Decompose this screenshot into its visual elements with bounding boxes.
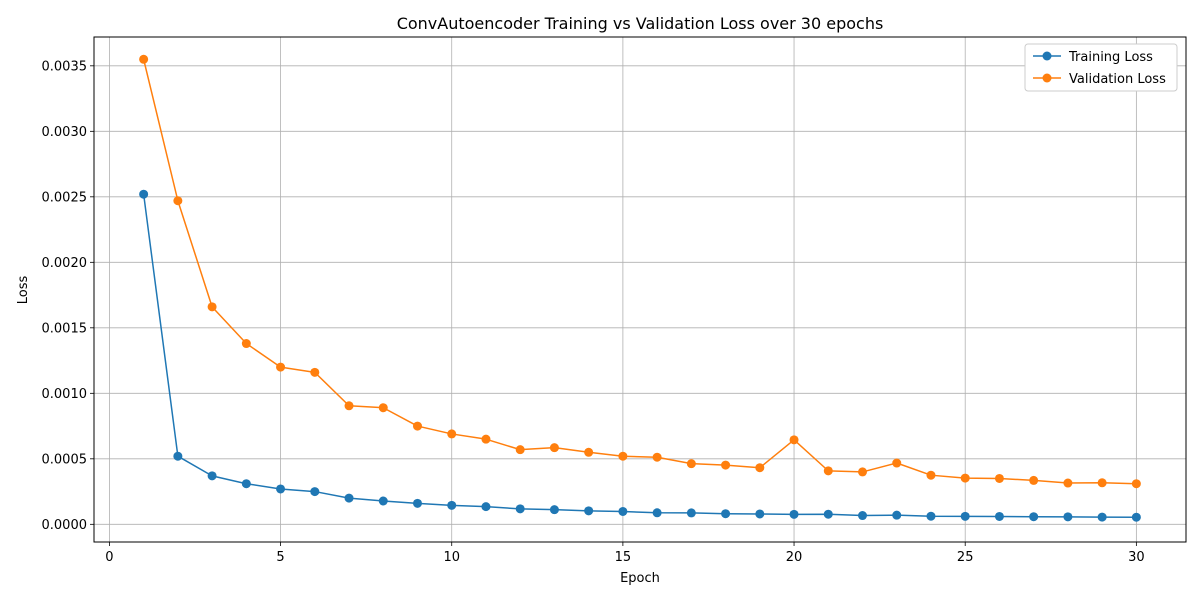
validation-loss-point [960, 473, 970, 483]
x-tick-label: 15 [615, 550, 632, 565]
plot-frame [93, 36, 1187, 543]
y-tick-label: 0.0025 [42, 190, 88, 205]
training-loss-point [926, 511, 936, 521]
legend-marker-training [1042, 51, 1052, 61]
validation-loss-point [994, 473, 1004, 483]
training-loss-point [310, 487, 320, 497]
training-loss-point [1131, 512, 1141, 522]
training-loss-point [515, 504, 525, 514]
training-loss-point [686, 508, 696, 518]
training-loss-point [1097, 512, 1107, 522]
legend: Training Loss Validation Loss [1024, 43, 1178, 92]
training-loss-point [207, 471, 217, 481]
training-loss-point [1029, 512, 1039, 522]
validation-loss-point [858, 467, 868, 477]
y-tick-label: 0.0015 [42, 321, 88, 336]
validation-loss-point [926, 470, 936, 480]
validation-loss-point [549, 443, 559, 453]
training-loss-point [721, 509, 731, 519]
validation-loss-point [584, 447, 594, 457]
series-layer [139, 54, 1141, 522]
validation-loss-point [686, 459, 696, 469]
validation-loss-point [1097, 478, 1107, 488]
validation-loss-point [276, 362, 286, 372]
y-tick-label: 0.0030 [42, 125, 88, 140]
x-tick-label: 30 [1128, 550, 1145, 565]
validation-loss-point [1029, 475, 1039, 485]
validation-loss-point [789, 435, 799, 445]
x-tick-label: 5 [276, 550, 284, 565]
training-loss-point [994, 511, 1004, 521]
validation-loss-point [721, 460, 731, 470]
validation-loss-point [652, 452, 662, 462]
training-loss-point [549, 505, 559, 515]
x-axis-title: Epoch [620, 571, 660, 586]
x-tick-label: 10 [443, 550, 460, 565]
validation-loss-point [412, 421, 422, 431]
training-loss-point [823, 509, 833, 519]
training-loss-point [447, 500, 457, 510]
training-loss-line [142, 194, 1137, 518]
validation-loss-point [173, 196, 183, 206]
grid [94, 37, 1186, 542]
y-tick-label: 0.0000 [42, 518, 88, 533]
validation-loss-line [142, 59, 1137, 485]
x-tick-label: 0 [105, 550, 113, 565]
validation-loss-point [241, 339, 251, 349]
training-loss-point [412, 498, 422, 508]
validation-loss-point [378, 403, 388, 413]
validation-loss-point [515, 445, 525, 455]
training-loss-point [1063, 512, 1073, 522]
validation-loss-point [618, 451, 628, 461]
training-loss-point [173, 451, 183, 461]
validation-loss-point [823, 466, 833, 476]
validation-loss-point [447, 429, 457, 439]
training-loss-point [789, 509, 799, 519]
training-loss-point [652, 508, 662, 518]
validation-loss-point [892, 458, 902, 468]
y-tick-label: 0.0035 [42, 59, 88, 74]
training-loss-point [584, 506, 594, 516]
axis-ticks: 0 5 10 15 20 25 30 0.0000 0.0005 0.0010 0.0015 0.00… [42, 59, 1145, 565]
legend-marker-validation [1042, 73, 1052, 83]
x-tick-label: 25 [957, 550, 974, 565]
y-axis-title: Loss [16, 276, 31, 305]
legend-box [1024, 43, 1178, 92]
legend-label-training: Training Loss [1068, 50, 1153, 65]
training-loss-point [241, 479, 251, 489]
validation-loss-point [344, 401, 354, 411]
validation-loss-point [139, 54, 149, 64]
validation-loss-point [310, 367, 320, 377]
training-loss-point [858, 511, 868, 521]
validation-loss-point [481, 434, 491, 444]
y-tick-label: 0.0005 [42, 452, 88, 467]
training-loss-point [378, 496, 388, 506]
validation-loss-point [1131, 479, 1141, 489]
training-loss-point [755, 509, 765, 519]
training-loss-point [139, 189, 149, 199]
training-loss-point [276, 484, 286, 494]
legend-label-validation: Validation Loss [1069, 72, 1166, 87]
y-tick-label: 0.0020 [42, 256, 88, 271]
validation-loss-point [755, 463, 765, 473]
x-tick-label: 20 [786, 550, 803, 565]
validation-loss-point [1063, 478, 1073, 488]
training-loss-point [618, 506, 628, 516]
training-loss-point [481, 502, 491, 512]
training-loss-point [344, 493, 354, 503]
validation-loss-point [207, 302, 217, 312]
training-loss-point [892, 510, 902, 520]
chart-title: ConvAutoencoder Training vs Validation L… [397, 14, 884, 33]
y-tick-label: 0.0010 [42, 387, 88, 402]
training-loss-point [960, 511, 970, 521]
